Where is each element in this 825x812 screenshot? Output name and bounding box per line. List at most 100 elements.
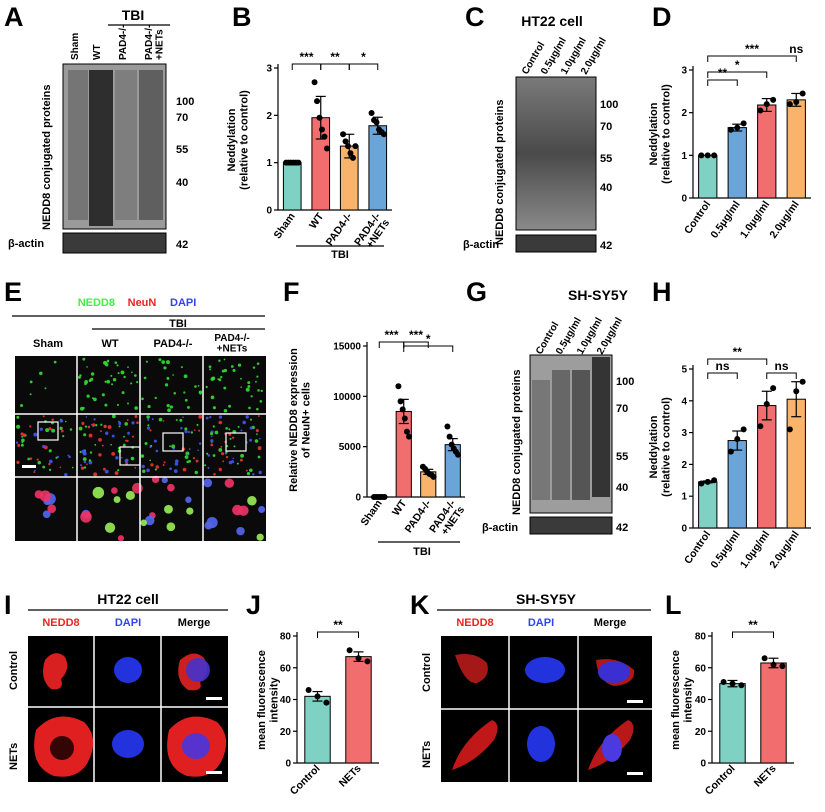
panel-E-speckle bbox=[233, 445, 236, 448]
panel-G-lane3 bbox=[572, 370, 590, 500]
panel-A-group-label: TBI bbox=[122, 7, 145, 23]
chart-H-sig-label: ** bbox=[733, 345, 743, 359]
panel-E-speckle bbox=[225, 455, 229, 459]
panel-I-nucleus-ctrl bbox=[114, 657, 142, 683]
panel-G: G SH-SY5Y Control 0.5μg/ml 1.0μg/ml 2.0μ… bbox=[466, 277, 634, 535]
panel-E-speckle bbox=[237, 363, 242, 367]
panel-E-speckle bbox=[98, 437, 102, 442]
chart-F-category-label: Sham bbox=[358, 498, 384, 528]
panel-E-speckle bbox=[210, 395, 215, 400]
panel-E-speckle bbox=[258, 470, 262, 475]
panel-E-speckle bbox=[162, 464, 165, 466]
panel-B-letter: B bbox=[232, 2, 252, 32]
panel-E-speckle bbox=[197, 449, 200, 452]
panel-E-speckle bbox=[85, 416, 88, 418]
panel-E-speckle bbox=[110, 443, 112, 446]
panel-K-title: SH-SY5Y bbox=[516, 591, 577, 607]
chart-F-point bbox=[446, 433, 453, 440]
chart-H-ytick-label: 5 bbox=[681, 365, 687, 376]
panel-E-speckle bbox=[256, 407, 259, 411]
panel-E-speckle bbox=[185, 451, 190, 456]
panel-E-speckle bbox=[255, 380, 257, 383]
panel-G-marker-70: 70 bbox=[616, 403, 628, 415]
panel-E-speckle bbox=[104, 363, 109, 367]
panel-E-speckle bbox=[182, 467, 187, 472]
chart-B-point bbox=[373, 119, 380, 126]
panel-J-letter: J bbox=[246, 590, 261, 620]
chart-B-sig-bracket bbox=[291, 63, 322, 70]
panel-E-speckle bbox=[239, 458, 243, 462]
panel-E-speckle bbox=[142, 469, 146, 473]
chart-D-sig-label: ns bbox=[789, 42, 803, 56]
panel-E-speckle bbox=[42, 415, 45, 418]
panel-E-speckle bbox=[205, 416, 209, 420]
panel-I-row-control: Control bbox=[8, 651, 20, 690]
panel-E-speckle bbox=[164, 504, 173, 514]
panel-C-letter: C bbox=[465, 2, 485, 32]
panel-E-speckle bbox=[153, 439, 157, 443]
chart-H-point bbox=[704, 478, 711, 485]
panel-E-speckle bbox=[95, 424, 98, 427]
panel-E-speckle bbox=[125, 490, 135, 501]
panel-E-speckle bbox=[99, 430, 102, 433]
panel-E-speckle bbox=[106, 360, 110, 363]
chart-J-ytick-label: 0 bbox=[285, 759, 291, 770]
panel-E-speckle bbox=[82, 457, 87, 462]
chart-L-ytick-label: 40 bbox=[695, 695, 707, 706]
chart-L-ylabel: mean fluorescenceintensity bbox=[670, 650, 695, 750]
chart-B-bar bbox=[282, 162, 302, 211]
panel-E-speckle bbox=[118, 425, 121, 428]
panel-K-letter: K bbox=[410, 590, 430, 620]
panel-G-ylabel: NEDD8 conjugated proteins bbox=[511, 370, 523, 515]
chart-D-bar bbox=[698, 154, 718, 199]
panel-E-speckle bbox=[102, 467, 106, 471]
panel-K-col-nedd8: NEDD8 bbox=[456, 617, 493, 629]
panel-A-lane2 bbox=[89, 70, 113, 226]
chart-D-point bbox=[727, 126, 734, 133]
panel-E-speckle bbox=[256, 362, 260, 365]
panel-C-actin-blot bbox=[515, 234, 597, 253]
panel-A-actin-blot bbox=[62, 232, 167, 254]
panel-K: K SH-SY5Y NEDD8 DAPI Merge Control NETs bbox=[410, 590, 652, 782]
panel-F: F 0 5000 10000 15000 Relative NEDD8 expressi… bbox=[283, 277, 467, 558]
panel-E-speckle bbox=[39, 371, 43, 376]
panel-E-speckle bbox=[256, 375, 259, 378]
panel-L-letter: L bbox=[665, 590, 682, 620]
panel-E-speckle bbox=[147, 424, 150, 427]
panel-E-speckle bbox=[27, 457, 31, 461]
panel-E-speckle bbox=[15, 441, 19, 444]
panel-E-speckle bbox=[188, 459, 192, 463]
panel-E-speckle bbox=[136, 380, 139, 384]
panel-E-speckle bbox=[232, 457, 235, 460]
panel-E-speckle bbox=[210, 439, 214, 443]
panel-E-speckle bbox=[17, 443, 21, 447]
chart-H-sig-bracket bbox=[707, 372, 738, 379]
panel-E-speckle bbox=[130, 456, 135, 461]
panel-E-speckle bbox=[210, 435, 213, 438]
chart-L-ytick-label: 80 bbox=[695, 632, 707, 643]
panel-G-lane2 bbox=[552, 370, 570, 500]
chart-H-sig-bracket bbox=[766, 372, 797, 379]
panel-E-speckle bbox=[78, 426, 83, 431]
panel-E-speckle bbox=[210, 443, 214, 447]
panel-E-speckle bbox=[149, 429, 152, 432]
panel-E-speckle bbox=[82, 406, 85, 410]
chart-F-sig-bracket bbox=[403, 341, 429, 348]
chart-B-point bbox=[311, 79, 318, 86]
chart-F-point bbox=[455, 451, 462, 458]
panel-E-speckle bbox=[210, 432, 214, 436]
chart-J-category-label: Control bbox=[288, 763, 323, 798]
chart-J-sig-label: ** bbox=[333, 618, 343, 632]
panel-E-speckle bbox=[257, 446, 262, 450]
panel-E-speckle bbox=[161, 360, 166, 365]
panel-E-speckle bbox=[29, 425, 32, 428]
panel-E-speckle bbox=[208, 365, 212, 369]
panel-E-speckle bbox=[206, 516, 218, 529]
panel-E-speckle bbox=[154, 468, 157, 471]
panel-E-speckle bbox=[124, 459, 128, 463]
chart-F-sig-label: *** bbox=[409, 328, 423, 342]
chart-F-point bbox=[395, 383, 402, 390]
panel-E-speckle bbox=[113, 496, 121, 503]
panel-E-speckle bbox=[169, 405, 174, 409]
chart-F-ylabel: Relative NEDD8 expressionof NeuN+ cells bbox=[288, 348, 313, 492]
